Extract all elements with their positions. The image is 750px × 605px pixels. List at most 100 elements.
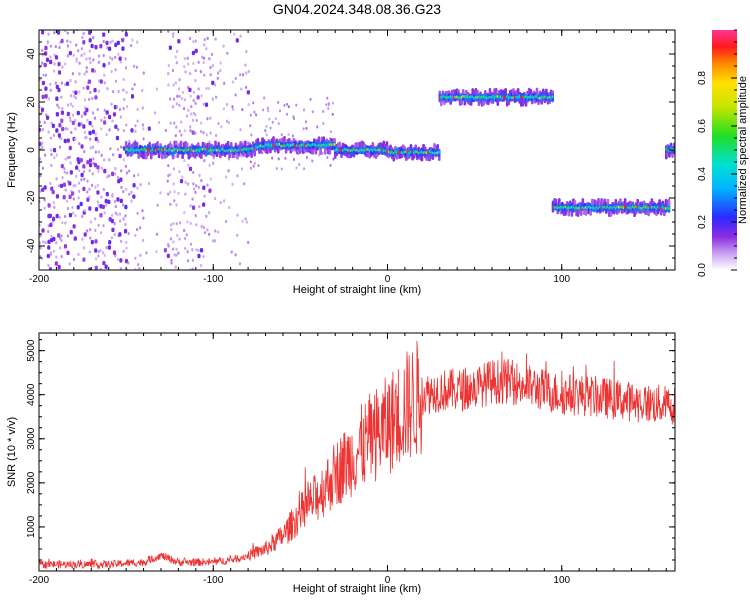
spectrogram-cell [202,202,206,207]
spectrogram-cell [70,130,73,135]
spectrogram-cell [191,258,194,262]
spectrogram-cell [91,145,94,149]
spectrogram-cell [326,155,329,159]
spectrogram-cell [105,203,108,208]
x-tick-label: -100 [203,274,223,285]
spectrogram-cell [76,49,80,53]
spectrogram-cell [194,48,198,54]
spectrogram-cell [90,239,94,245]
spectrogram-cell [108,174,111,178]
spectrogram-cell [183,228,186,233]
spectrogram-cell [50,163,53,167]
spectrogram-cell [222,199,226,203]
spectrogram-cell [57,105,60,110]
spectrogram-cell [77,252,80,257]
spectrogram-cell [255,113,258,117]
spectrogram-cell [66,39,69,43]
spectrogram-cell [97,254,100,258]
spectrogram-cell [206,117,209,121]
spectrogram-cell [188,87,192,93]
spectrogram-cell [271,156,274,160]
colorbar-tick-label: 0.2 [697,215,708,229]
spectrogram-cell [40,107,45,112]
spectrogram-cell [167,72,170,76]
snr-y-axis-label: SNR (10 * v/v) [6,417,18,487]
spectrogram-cell [55,194,60,199]
spectrogram-cell [212,239,215,243]
spectrogram-cell [71,72,75,76]
spectrogram-cell [277,122,280,126]
spectrogram-cell [61,175,64,180]
spectrogram-cell [176,94,179,98]
spectrogram-cell [247,103,250,107]
spectrogram-cell [103,73,106,77]
spectrogram-cell [112,90,115,94]
spectrogram-cell [115,30,117,31]
spectrogram-cell [57,264,61,270]
spectrogram-cell [234,93,237,97]
spectrogram-cell [327,107,330,111]
spectrogram-cell [247,69,250,74]
spectrogram-cell [214,197,217,201]
spectrogram-cell [130,94,135,99]
spectrogram-cell [192,187,196,191]
spectrogram-cell [126,105,129,109]
spectrogram-cell [71,113,75,117]
spectrogram-cell [91,129,95,134]
spectrogram-cell [41,49,44,53]
spectrogram-cell [197,87,200,91]
spectrogram-cell [198,173,201,177]
spectrogram-cell [321,152,324,156]
spectrogram-cell [109,147,112,151]
spectrogram-cell [325,103,328,107]
spectrogram-cell [80,178,83,182]
spectrogram-cell [118,56,122,61]
spectrogram-cell [93,162,98,168]
spectrogram-cell [39,241,42,245]
colorbar-tick-label: 0.0 [697,263,708,277]
spectrogram-cell [311,110,314,114]
spectrogram-cell [63,170,66,174]
x-tick-label: 0 [385,575,391,586]
spectrogram-cell [169,237,173,241]
spectrogram-cell [55,128,59,133]
spectrogram-cell [327,103,330,107]
spectrogram-cell [172,240,175,244]
spectrogram-cell [209,177,212,181]
y-tick-label: 4000 [26,383,37,406]
spectrogram-cell [53,31,56,35]
spectrogram-cell [47,130,50,134]
spectrogram-cell [66,156,70,160]
spectrogram-cell [44,51,48,56]
spectrogram-cell [113,232,116,237]
spectrogram-cell [206,183,209,187]
spectrogram-cell [155,250,158,254]
spectrogram-cell [131,87,134,91]
spectrogram-cell [53,62,56,66]
spectrogram-cell [200,94,203,98]
spectrogram-cell [74,137,77,141]
spectrogram-cell [45,57,50,63]
spectrogram-cell [50,234,53,238]
spectrogram-cell [57,61,61,67]
spectrogram-cell [71,120,75,126]
spectrogram-cell [175,203,178,207]
spectrogram-cell [208,86,211,91]
spectrogram-cell [50,152,53,157]
spectrogram-cell [134,124,137,128]
spectrogram-cell [249,166,252,170]
spectrogram-cell [65,81,70,86]
spectrogram-cell [94,207,99,212]
x-tick-label: -200 [29,575,49,586]
spectrogram-cell [179,178,184,184]
spectrogram-cell [138,266,141,270]
spectrogram-cell [240,87,243,91]
spectrogram-cell [89,60,92,64]
spectrogram-cell [66,111,70,117]
spectrogram-cell [68,145,72,151]
spectrogram-cell [142,127,145,131]
spectrogram-cell [295,166,298,170]
spectrogram-cell [63,167,66,171]
spectrogram-cell [178,170,181,174]
